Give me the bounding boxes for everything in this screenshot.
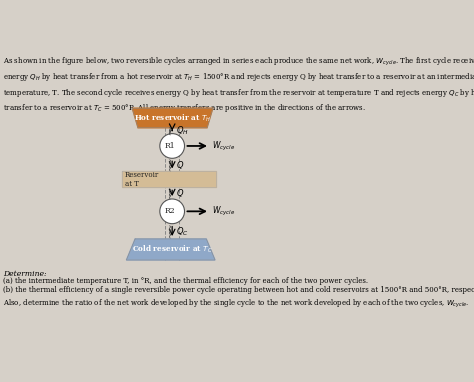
Polygon shape <box>127 239 215 260</box>
Text: R1: R1 <box>164 142 175 150</box>
Text: Cold reservoir at $T_C$: Cold reservoir at $T_C$ <box>132 244 212 255</box>
Text: ~: ~ <box>166 126 175 132</box>
Text: (b) the thermal efficiency of a single reversible power cycle operating between : (b) the thermal efficiency of a single r… <box>3 286 474 310</box>
Text: ~: ~ <box>166 228 175 234</box>
Text: $Q_C$: $Q_C$ <box>176 225 189 238</box>
Polygon shape <box>132 108 213 128</box>
Text: ~: ~ <box>166 190 175 196</box>
Text: ~: ~ <box>166 129 175 135</box>
Text: $Q$: $Q$ <box>176 187 184 199</box>
Text: As shown in the figure below, two reversible cycles arranged in series each prod: As shown in the figure below, two revers… <box>3 55 474 114</box>
Text: Determine:: Determine: <box>3 270 46 278</box>
Text: ~: ~ <box>166 165 175 171</box>
Text: ~: ~ <box>166 193 175 199</box>
Text: ~: ~ <box>166 232 175 238</box>
Text: $Q$: $Q$ <box>176 159 184 171</box>
Text: ~: ~ <box>166 127 175 134</box>
Text: ~: ~ <box>166 223 175 230</box>
Text: R2: R2 <box>164 207 175 215</box>
Text: Hot reservoir at $T_H$: Hot reservoir at $T_H$ <box>134 112 211 124</box>
Circle shape <box>160 134 184 158</box>
Text: ~: ~ <box>166 161 175 168</box>
Text: ~: ~ <box>166 158 175 164</box>
Text: (a) the intermediate temperature T, in °R, and the thermal efficiency for each o: (a) the intermediate temperature T, in °… <box>3 277 368 285</box>
Polygon shape <box>122 172 217 187</box>
Text: $Q_H$: $Q_H$ <box>176 125 189 137</box>
Text: $W_{cycle}$: $W_{cycle}$ <box>212 205 235 218</box>
Text: $W_{cycle}$: $W_{cycle}$ <box>212 139 235 152</box>
Text: Reservoir
at T: Reservoir at T <box>125 171 159 188</box>
Text: ~: ~ <box>166 186 175 193</box>
Circle shape <box>160 199 184 224</box>
